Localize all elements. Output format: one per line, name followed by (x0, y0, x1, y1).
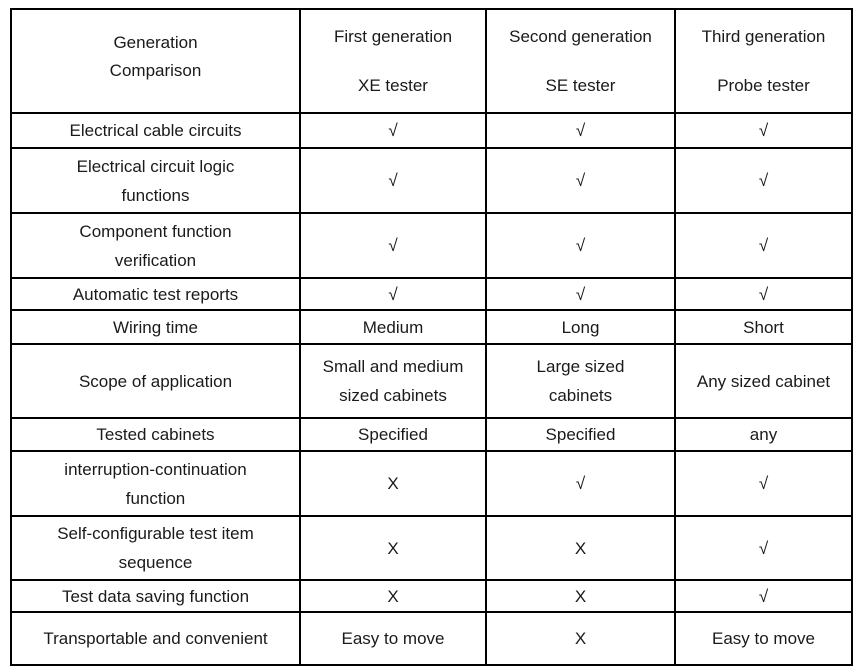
cell-value: √ (485, 147, 676, 214)
table-row: interruption-continuation function X √ √ (10, 450, 853, 517)
cell-value: √ (299, 277, 487, 311)
cell-value: Long (485, 309, 676, 345)
cell-value: √ (299, 112, 487, 149)
table-row: Wiring time Medium Long Short (10, 309, 853, 345)
cell-value: Easy to move (674, 611, 853, 666)
cell-value: X (299, 450, 487, 517)
table-row: Tested cabinets Specified Specified any (10, 417, 853, 452)
corner-header-cell: Generation Comparison (10, 8, 301, 114)
cell-value: Specified (485, 417, 676, 452)
cell-value: √ (485, 212, 676, 279)
cell-value: Specified (299, 417, 487, 452)
cell-value: √ (299, 147, 487, 214)
cell-value: Medium (299, 309, 487, 345)
table-row: Electrical cable circuits √ √ √ (10, 112, 853, 149)
cell-value: Easy to move (299, 611, 487, 666)
cell-value: Any sized cabinet (674, 343, 853, 419)
table-row: Test data saving function X X √ (10, 579, 853, 613)
cell-value: √ (674, 147, 853, 214)
row-label: interruption-continuation function (10, 450, 301, 517)
cell-value: √ (674, 212, 853, 279)
cell-value: X (299, 579, 487, 613)
row-label: Component function verification (10, 212, 301, 279)
row-label: Transportable and convenient (10, 611, 301, 666)
row-label: Wiring time (10, 309, 301, 345)
cell-value: √ (674, 579, 853, 613)
generation-comparison-table: Generation Comparison First generation X… (10, 8, 853, 666)
table-row: Component function verification √ √ √ (10, 212, 853, 279)
cell-value: √ (485, 112, 676, 149)
row-label: Electrical circuit logic functions (10, 147, 301, 214)
column-header-third-generation: Third generation Probe tester (674, 8, 853, 114)
cell-value: X (485, 515, 676, 581)
header-row: Generation Comparison First generation X… (10, 8, 853, 114)
row-label: Scope of application (10, 343, 301, 419)
row-label: Automatic test reports (10, 277, 301, 311)
column-header-first-generation: First generation XE tester (299, 8, 487, 114)
generation-name: Third generation (701, 27, 826, 46)
row-label: Test data saving function (10, 579, 301, 613)
cell-value: √ (674, 450, 853, 517)
cell-value: X (485, 611, 676, 666)
cell-value: Large sized cabinets (485, 343, 676, 419)
cell-value: √ (674, 112, 853, 149)
cell-value: X (299, 515, 487, 581)
cell-value: any (674, 417, 853, 452)
cell-value: √ (674, 277, 853, 311)
cell-value: √ (299, 212, 487, 279)
table-row: Transportable and convenient Easy to mov… (10, 611, 853, 666)
cell-value: √ (485, 450, 676, 517)
corner-title-line1: Generation (113, 32, 198, 52)
cell-value: √ (485, 277, 676, 311)
cell-value: X (485, 579, 676, 613)
table-row: Self-configurable test item sequence X X… (10, 515, 853, 581)
cell-value: √ (674, 515, 853, 581)
table-row: Automatic test reports √ √ √ (10, 277, 853, 311)
cell-value: Short (674, 309, 853, 345)
row-label: Electrical cable circuits (10, 112, 301, 149)
tester-name: XE tester (358, 76, 428, 95)
cell-value: Small and medium sized cabinets (299, 343, 487, 419)
row-label: Tested cabinets (10, 417, 301, 452)
column-header-second-generation: Second generation SE tester (485, 8, 676, 114)
table-row: Scope of application Small and medium si… (10, 343, 853, 419)
generation-name: First generation (333, 27, 453, 46)
tester-name: Probe tester (717, 76, 810, 95)
corner-title-line2: Comparison (109, 60, 202, 80)
tester-name: SE tester (545, 76, 616, 95)
generation-name: Second generation (509, 27, 652, 46)
row-label: Self-configurable test item sequence (10, 515, 301, 581)
table-row: Electrical circuit logic functions √ √ √ (10, 147, 853, 214)
